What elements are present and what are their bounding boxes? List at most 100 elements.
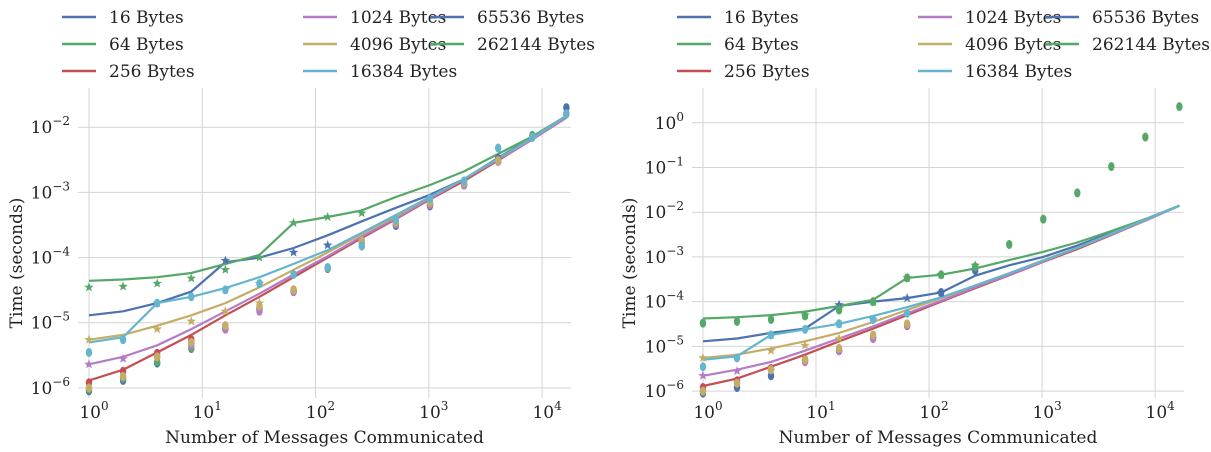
star-marker bbox=[118, 281, 128, 291]
series-line bbox=[88, 114, 568, 344]
data-point bbox=[835, 343, 843, 353]
data-point bbox=[188, 337, 195, 347]
data-point bbox=[733, 378, 741, 388]
legend-label: 262144 Bytes bbox=[477, 35, 595, 55]
data-point bbox=[1040, 214, 1047, 224]
x-tick-label: 102 bbox=[919, 399, 948, 423]
star-marker bbox=[766, 329, 776, 339]
legend-label: 262144 Bytes bbox=[1092, 35, 1210, 55]
legend-label: 1024 Bytes bbox=[350, 8, 446, 28]
star-marker bbox=[152, 324, 162, 334]
y-axis-label: Time (seconds) bbox=[620, 198, 640, 329]
star-marker bbox=[834, 303, 844, 313]
data-point bbox=[767, 314, 775, 324]
data-point bbox=[494, 155, 502, 165]
data-point bbox=[869, 330, 877, 340]
data-point bbox=[222, 321, 229, 331]
data-point bbox=[801, 355, 809, 365]
star-marker bbox=[84, 334, 94, 344]
y-tick-label: 10−2 bbox=[645, 199, 684, 223]
y-tick-label: 10−4 bbox=[31, 245, 71, 269]
data-point bbox=[392, 215, 400, 225]
star-marker bbox=[254, 278, 265, 288]
data-point bbox=[460, 176, 468, 186]
data-point bbox=[699, 318, 707, 328]
star-marker bbox=[936, 287, 946, 297]
y-tick-label: 10−1 bbox=[645, 155, 684, 179]
star-marker bbox=[118, 353, 128, 363]
data-point bbox=[426, 194, 434, 204]
star-marker bbox=[766, 345, 776, 355]
star-marker bbox=[84, 359, 94, 369]
y-tick-label: 10−5 bbox=[645, 333, 684, 357]
data-point bbox=[358, 241, 365, 251]
data-point bbox=[119, 371, 127, 381]
data-point bbox=[1006, 239, 1013, 249]
x-tick-label: 103 bbox=[1032, 399, 1061, 423]
star-marker bbox=[902, 272, 912, 282]
data-point bbox=[119, 335, 127, 345]
star-marker bbox=[152, 278, 162, 288]
x-tick-label: 100 bbox=[79, 399, 108, 423]
star-marker bbox=[254, 252, 265, 262]
data-point bbox=[85, 383, 93, 393]
star-marker bbox=[834, 318, 844, 328]
star-marker bbox=[84, 282, 94, 292]
data-point bbox=[903, 308, 911, 318]
right-chart-panel: 10−6 10−5 10−4 10−3 10−2 10−1 100 100 101 102 103 1… bbox=[620, 8, 1210, 448]
data-point bbox=[563, 109, 570, 119]
star-marker bbox=[868, 314, 878, 324]
x-tick-label: 104 bbox=[532, 399, 562, 423]
star-marker bbox=[288, 247, 299, 257]
y-tick-label: 100 bbox=[655, 110, 684, 134]
left-chart-panel: 10−6 10−5 10−4 10−3 10−2 100 101 102 103 104 Numbe… bbox=[7, 8, 595, 448]
star-marker bbox=[220, 306, 231, 316]
legend-label: 16384 Bytes bbox=[965, 62, 1072, 82]
data-point bbox=[153, 352, 161, 362]
legend-label: 65536 Bytes bbox=[1092, 8, 1199, 28]
data-point bbox=[290, 285, 297, 295]
legend-label: 64 Bytes bbox=[724, 35, 799, 55]
y-tick-label: 10−6 bbox=[645, 378, 684, 402]
legend-label: 1024 Bytes bbox=[965, 8, 1061, 28]
x-tick-label: 104 bbox=[1146, 399, 1176, 423]
star-marker bbox=[357, 208, 367, 218]
star-marker bbox=[322, 211, 333, 221]
x-tick-label: 101 bbox=[193, 399, 222, 423]
data-point bbox=[529, 132, 536, 142]
star-marker bbox=[698, 352, 708, 363]
x-tick-label: 101 bbox=[806, 399, 835, 423]
star-marker bbox=[800, 310, 810, 320]
x-axis-label: Number of Messages Communicated bbox=[779, 428, 1098, 448]
y-tick-label: 10−4 bbox=[645, 289, 685, 313]
legend-label: 16 Bytes bbox=[109, 8, 184, 28]
data-point bbox=[290, 269, 297, 279]
data-point bbox=[801, 324, 809, 334]
data-point bbox=[733, 353, 741, 363]
series-line bbox=[88, 114, 568, 341]
star-marker bbox=[152, 298, 162, 308]
star-marker bbox=[288, 217, 299, 227]
data-point bbox=[324, 263, 331, 273]
y-tick-label: 10−5 bbox=[31, 310, 70, 334]
legend-label: 4096 Bytes bbox=[350, 35, 446, 55]
star-marker bbox=[186, 316, 197, 326]
data-point bbox=[767, 365, 775, 375]
x-axis-label: Number of Messages Communicated bbox=[165, 428, 484, 448]
legend-label: 4096 Bytes bbox=[965, 35, 1061, 55]
x-tick-label: 103 bbox=[419, 399, 448, 423]
data-point bbox=[85, 347, 93, 357]
data-point bbox=[1074, 188, 1081, 198]
star-marker bbox=[970, 260, 980, 270]
star-marker bbox=[322, 240, 333, 250]
y-tick-label: 10−3 bbox=[31, 179, 70, 203]
star-marker bbox=[902, 293, 912, 303]
x-tick-label: 102 bbox=[306, 399, 335, 423]
legend-label: 256 Bytes bbox=[724, 62, 810, 82]
star-marker bbox=[220, 264, 231, 274]
star-marker bbox=[800, 340, 810, 350]
y-tick-label: 10−6 bbox=[31, 375, 70, 399]
legend-label: 256 Bytes bbox=[109, 62, 195, 82]
legend-label: 16 Bytes bbox=[724, 8, 799, 28]
